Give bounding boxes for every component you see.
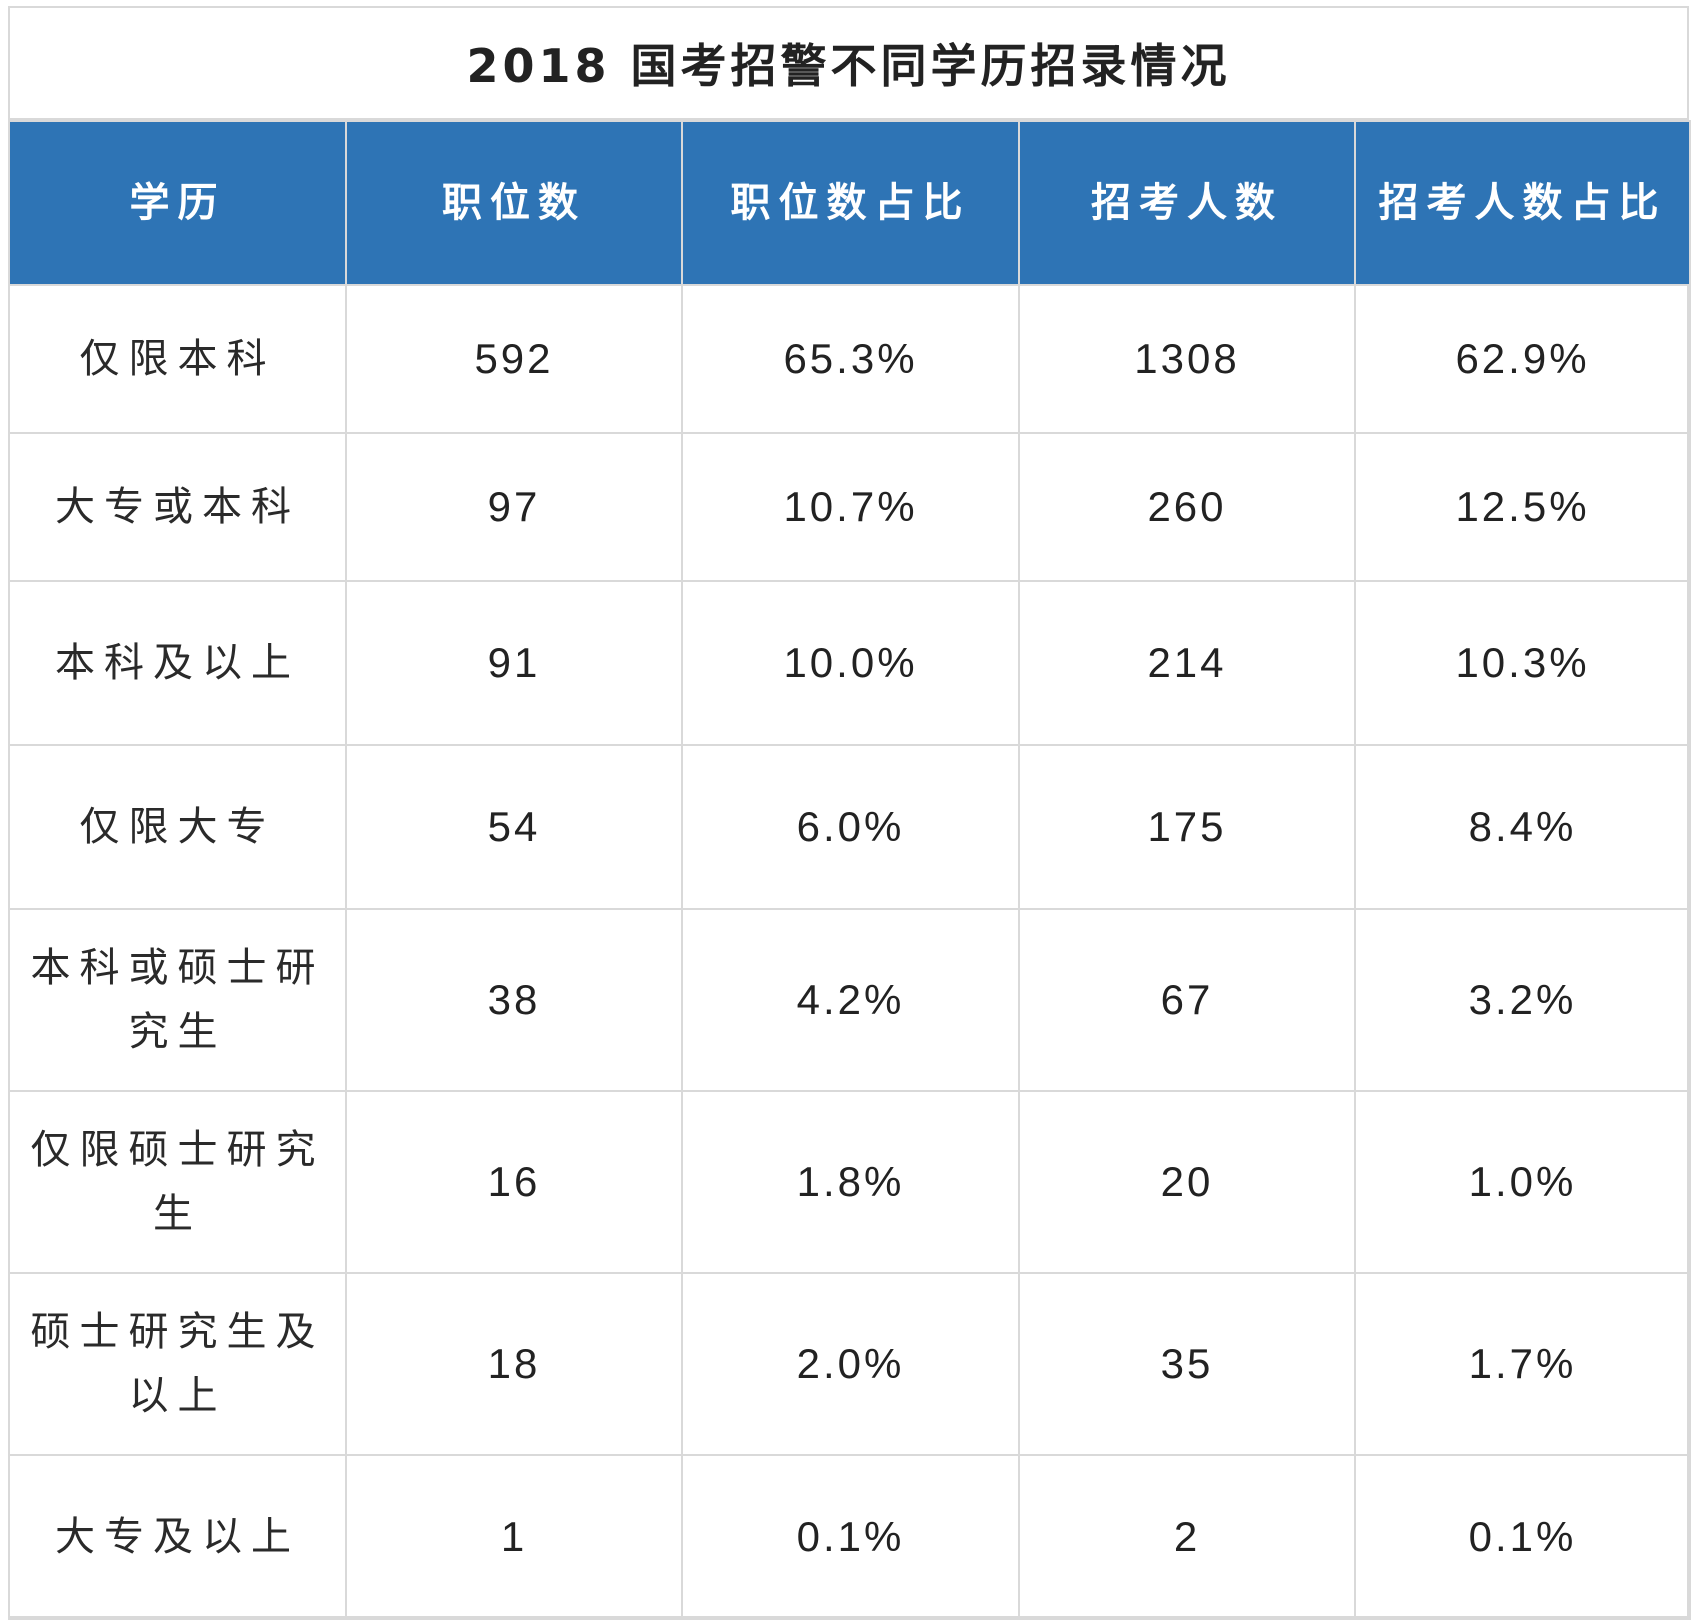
table-title: 2018 国考招警不同学历招录情况 [10,8,1687,120]
positions-pct-cell: 2.0% [681,1272,1020,1456]
positions-cell: 38 [345,908,683,1092]
positions-cell: 97 [345,432,683,582]
header-positions: 职位数 [345,120,683,286]
positions-cell: 54 [345,744,683,910]
header-positions-pct: 职位数占比 [681,120,1020,286]
education-cell: 大专及以上 [8,1454,347,1620]
positions-pct-cell: 6.0% [681,744,1020,910]
applicants-pct-cell: 62.9% [1354,284,1691,434]
applicants-pct-cell: 10.3% [1354,580,1691,746]
header-applicants: 招考人数 [1018,120,1356,286]
table-row: 大专或本科 97 10.7% 260 12.5% [8,432,1691,582]
header-education: 学历 [8,120,347,286]
table-row: 本科或硕士研究生 38 4.2% 67 3.2% [8,908,1691,1092]
positions-cell: 592 [345,284,683,434]
applicants-pct-cell: 1.7% [1354,1272,1691,1456]
table-row: 仅限大专 54 6.0% 175 8.4% [8,744,1691,910]
positions-pct-cell: 10.7% [681,432,1020,582]
education-recruitment-table: 学历 职位数 职位数占比 招考人数 招考人数占比 仅限本科 592 65.3% … [8,120,1691,1620]
applicants-cell: 67 [1018,908,1356,1092]
applicants-cell: 260 [1018,432,1356,582]
applicants-pct-cell: 8.4% [1354,744,1691,910]
header-row: 学历 职位数 职位数占比 招考人数 招考人数占比 [8,120,1691,286]
table-row: 大专及以上 1 0.1% 2 0.1% [8,1454,1691,1620]
positions-cell: 16 [345,1090,683,1274]
education-cell: 本科或硕士研究生 [8,908,347,1092]
applicants-pct-cell: 0.1% [1354,1454,1691,1620]
positions-cell: 91 [345,580,683,746]
education-cell: 本科及以上 [8,580,347,746]
positions-pct-cell: 4.2% [681,908,1020,1092]
applicants-cell: 2 [1018,1454,1356,1620]
positions-pct-cell: 65.3% [681,284,1020,434]
table-row: 仅限本科 592 65.3% 1308 62.9% [8,284,1691,434]
positions-cell: 1 [345,1454,683,1620]
positions-pct-cell: 0.1% [681,1454,1020,1620]
applicants-pct-cell: 12.5% [1354,432,1691,582]
table-row: 仅限硕士研究生 16 1.8% 20 1.0% [8,1090,1691,1274]
education-cell: 大专或本科 [8,432,347,582]
positions-pct-cell: 10.0% [681,580,1020,746]
table-container: 2018 国考招警不同学历招录情况 学历 职位数 职位数占比 招考人数 招考人数… [8,6,1691,1620]
applicants-cell: 1308 [1018,284,1356,434]
applicants-cell: 20 [1018,1090,1356,1274]
table-row: 硕士研究生及以上 18 2.0% 35 1.7% [8,1272,1691,1456]
applicants-pct-cell: 3.2% [1354,908,1691,1092]
table-row: 本科及以上 91 10.0% 214 10.3% [8,580,1691,746]
header-applicants-pct: 招考人数占比 [1354,120,1691,286]
education-cell: 硕士研究生及以上 [8,1272,347,1456]
education-cell: 仅限硕士研究生 [8,1090,347,1274]
education-cell: 仅限本科 [8,284,347,434]
positions-pct-cell: 1.8% [681,1090,1020,1274]
education-cell: 仅限大专 [8,744,347,910]
applicants-cell: 214 [1018,580,1356,746]
applicants-cell: 175 [1018,744,1356,910]
positions-cell: 18 [345,1272,683,1456]
applicants-pct-cell: 1.0% [1354,1090,1691,1274]
applicants-cell: 35 [1018,1272,1356,1456]
